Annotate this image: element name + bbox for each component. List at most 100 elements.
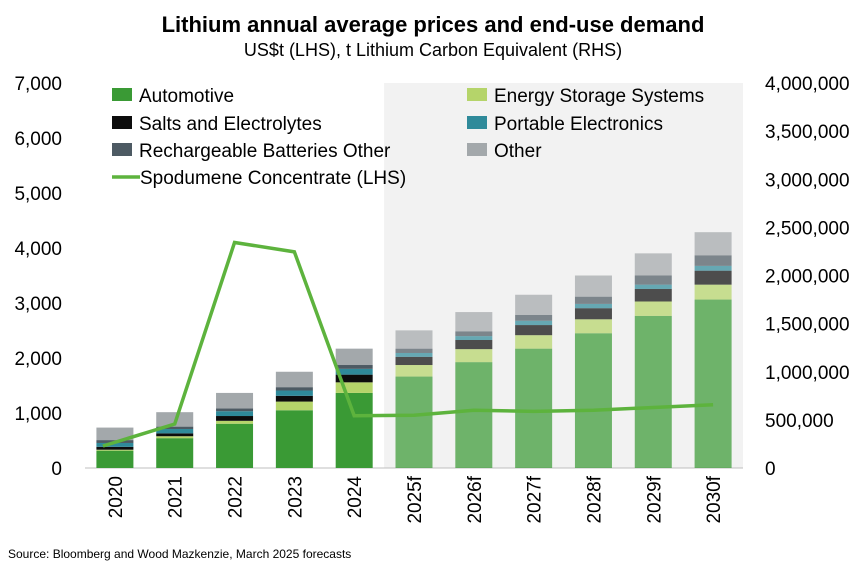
bar-other-2020 (96, 427, 134, 441)
bar-rechargeable-batteries-other-2025f (395, 348, 433, 353)
bar-portable-electronics-2023 (275, 390, 313, 396)
legend-label-automotive: Automotive (139, 86, 234, 107)
right-axis-tick-label: 2,000,000 (765, 267, 850, 288)
legend-swatch-energy-storage-systems (467, 88, 487, 101)
bar-energy-storage-systems-2026f (455, 349, 493, 363)
bar-rechargeable-batteries-other-2021 (156, 426, 194, 430)
bar-other-2024 (335, 348, 373, 366)
x-axis-tick-label: 2026f (465, 475, 486, 523)
bar-portable-electronics-2022 (216, 411, 254, 417)
bar-energy-storage-systems-2021 (156, 436, 194, 439)
bar-rechargeable-batteries-other-2024 (335, 365, 373, 369)
bar-portable-electronics-2029f (634, 284, 672, 289)
right-axis-tick-label: 1,500,000 (765, 315, 850, 336)
legend-swatch-other (467, 143, 487, 156)
bar-salts-and-electrolytes-2025f (395, 356, 433, 366)
bar-other-2030f (694, 232, 732, 256)
bar-other-2025f (395, 330, 433, 349)
left-axis-tick-label: 6,000 (14, 129, 62, 150)
x-axis-tick-label: 2024 (345, 476, 366, 519)
x-axis-tick-label: 2027f (525, 475, 546, 523)
bar-salts-and-electrolytes-2022 (216, 416, 254, 421)
bar-portable-electronics-2021 (156, 429, 194, 434)
bar-automotive-2022 (216, 423, 254, 468)
bar-rechargeable-batteries-other-2023 (275, 387, 313, 391)
left-axis-tick-label: 3,000 (14, 294, 62, 315)
legend-label-spodumene-concentrate-lhs: Spodumene Concentrate (LHS) (140, 168, 406, 189)
bar-salts-and-electrolytes-2029f (634, 288, 672, 302)
x-axis-tick-label: 2020 (106, 476, 127, 518)
legend-swatch-portable-electronics (467, 116, 487, 129)
right-axis-tick-label: 3,000,000 (765, 170, 850, 191)
legend-swatch-salts-and-electrolytes (112, 116, 132, 129)
bar-automotive-2025f (395, 376, 433, 468)
bar-energy-storage-systems-2027f (515, 335, 553, 349)
bar-other-2023 (275, 371, 313, 388)
bar-energy-storage-systems-2030f (694, 284, 732, 300)
bar-rechargeable-batteries-other-2030f (694, 255, 732, 266)
bar-other-2029f (634, 253, 672, 276)
forecast-shading (384, 83, 743, 468)
x-axis-tick-label: 2030f (704, 475, 725, 523)
right-axis-tick-label: 0 (765, 459, 776, 480)
left-axis-tick-label: 7,000 (14, 74, 62, 95)
bar-portable-electronics-2026f (455, 336, 493, 340)
right-axis-tick-label: 3,500,000 (765, 122, 850, 143)
x-axis-tick-label: 2021 (166, 476, 187, 518)
bar-portable-electronics-2025f (395, 352, 433, 357)
x-axis-tick-label: 2029f (644, 475, 665, 523)
bar-salts-and-electrolytes-2027f (515, 325, 553, 336)
bar-rechargeable-batteries-other-2022 (216, 408, 254, 412)
bar-salts-and-electrolytes-2024 (335, 374, 373, 383)
bar-energy-storage-systems-2022 (216, 420, 254, 424)
bar-automotive-2029f (634, 315, 672, 468)
bar-automotive-2021 (156, 438, 194, 468)
bar-rechargeable-batteries-other-2027f (515, 314, 553, 321)
x-axis-tick-label: 2025f (405, 475, 426, 523)
bar-portable-electronics-2024 (335, 368, 373, 375)
legend-label-energy-storage-systems: Energy Storage Systems (494, 86, 704, 107)
bar-energy-storage-systems-2025f (395, 365, 433, 377)
left-axis-tick-label: 2,000 (14, 349, 62, 370)
bar-energy-storage-systems-2028f (574, 319, 612, 334)
bar-automotive-2030f (694, 299, 732, 468)
right-axis-tick-label: 2,500,000 (765, 218, 850, 239)
left-axis-tick-label: 4,000 (14, 239, 62, 260)
bar-automotive-2020 (96, 450, 134, 468)
bar-energy-storage-systems-2024 (335, 382, 373, 393)
bar-salts-and-electrolytes-2021 (156, 433, 194, 437)
legend-label-salts-and-electrolytes: Salts and Electrolytes (139, 114, 322, 135)
legend-label-other: Other (494, 141, 542, 162)
legend-label-rechargeable-batteries-other: Rechargeable Batteries Other (139, 141, 391, 162)
left-axis-tick-label: 5,000 (14, 184, 62, 205)
bar-automotive-2026f (455, 362, 493, 468)
legend-swatch-automotive (112, 88, 132, 101)
bar-salts-and-electrolytes-2020 (96, 446, 134, 450)
bar-automotive-2024 (335, 392, 373, 468)
right-axis-tick-label: 500,000 (765, 411, 834, 432)
line-spodumene-concentrate (102, 240, 714, 448)
bar-automotive-2023 (275, 410, 313, 468)
legend-swatch-rechargeable-batteries-other (112, 143, 132, 156)
bar-automotive-2028f (574, 333, 612, 468)
left-axis-tick-label: 0 (51, 459, 62, 480)
bar-salts-and-electrolytes-2028f (574, 308, 612, 320)
bar-portable-electronics-2027f (515, 320, 553, 326)
x-axis-tick-label: 2028f (584, 475, 605, 523)
bar-portable-electronics-2020 (96, 442, 134, 447)
bar-automotive-2027f (515, 348, 553, 468)
bar-rechargeable-batteries-other-2026f (455, 331, 493, 337)
bar-other-2026f (455, 312, 493, 332)
bar-other-2022 (216, 392, 254, 409)
bar-other-2027f (515, 294, 553, 315)
legend-label-portable-electronics: Portable Electronics (494, 114, 663, 135)
bar-portable-electronics-2030f (694, 265, 732, 271)
bar-rechargeable-batteries-other-2028f (574, 296, 612, 304)
bar-energy-storage-systems-2023 (275, 401, 313, 411)
bar-energy-storage-systems-2029f (634, 301, 672, 316)
bar-other-2028f (574, 275, 612, 297)
left-axis-tick-label: 1,000 (14, 404, 62, 425)
bar-portable-electronics-2028f (574, 303, 612, 309)
